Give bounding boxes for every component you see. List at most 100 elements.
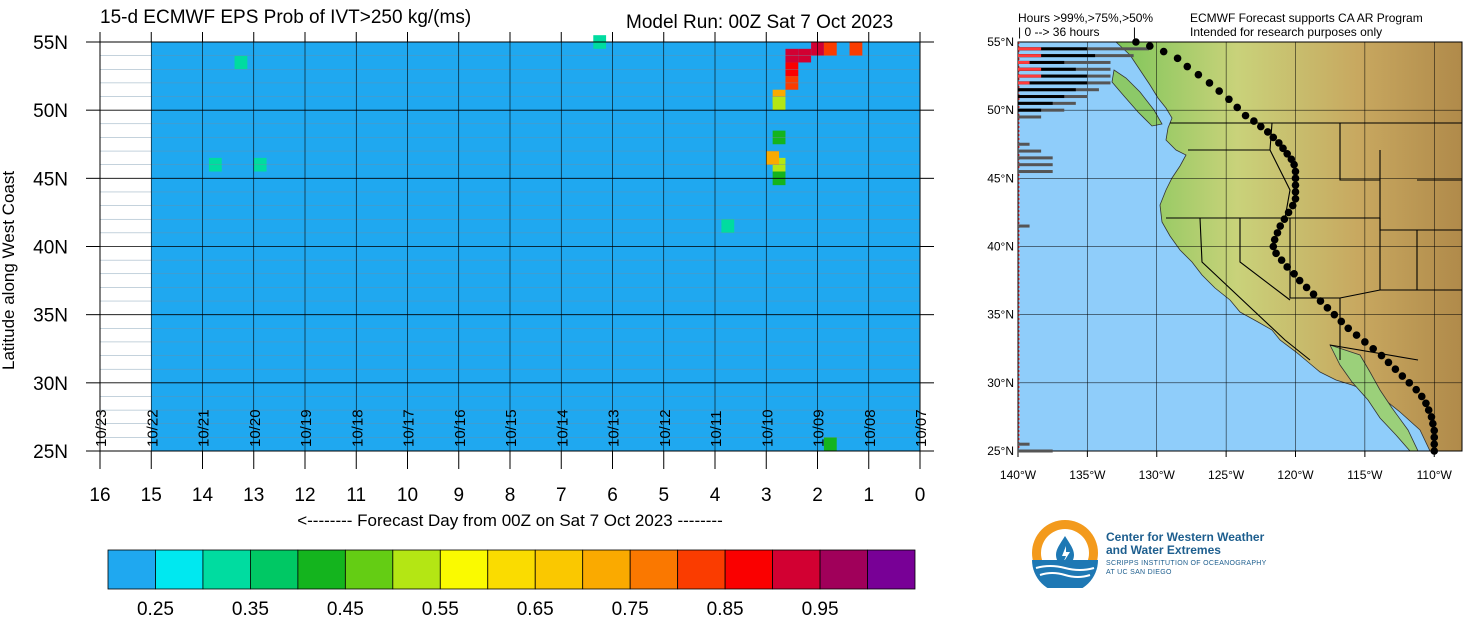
transect-dot — [1429, 419, 1437, 428]
colorbar-label: 0.65 — [517, 599, 554, 620]
colorbar-label: 0.55 — [422, 599, 459, 620]
date-label: 10/09 — [811, 409, 828, 447]
colorbar-swatch — [677, 549, 726, 590]
y-tick-label: 35N — [33, 306, 68, 327]
colorbar-swatch — [344, 549, 394, 590]
cw3e-logo-icon — [1032, 520, 1098, 588]
transect-dot — [1361, 338, 1369, 346]
x-tick-label: 9 — [453, 485, 464, 506]
colorbar-swatch — [487, 549, 536, 590]
x-tick-label: 6 — [607, 485, 618, 506]
hours-bar-75 — [1018, 60, 1065, 64]
hours-bar-75 — [1018, 54, 1096, 58]
map-hours-title: Hours >99%,>75%,>50% — [1018, 11, 1154, 25]
x-tick-label: 10 — [397, 485, 418, 506]
transect-dot — [1377, 351, 1386, 360]
y-tick-label: 55N — [33, 33, 68, 54]
map-lat-label: 40°N — [987, 240, 1014, 254]
transect-dot — [1290, 269, 1298, 278]
hours-bar-50 — [1018, 224, 1030, 228]
colorbar-swatch — [439, 549, 489, 590]
transect-dot — [1291, 194, 1300, 203]
transect-dot — [1277, 256, 1286, 264]
map-lat-label: 25°N — [987, 444, 1014, 458]
transect-dot — [1427, 413, 1436, 421]
hours-bar-99 — [1018, 47, 1042, 51]
hours-bar-99 — [1018, 74, 1042, 78]
map-lon-label: 125°W — [1208, 468, 1245, 482]
baja-peninsula — [1329, 344, 1419, 451]
y-tick-label: 45N — [33, 169, 68, 190]
transect-dot — [1417, 392, 1426, 401]
hours-bar-75 — [1018, 74, 1088, 78]
hours-bar-50 — [1018, 449, 1053, 453]
transect-dot — [1291, 167, 1300, 176]
map-lon-label: 115°W — [1347, 468, 1383, 482]
transect-dot — [1398, 372, 1407, 380]
transect-dot — [1405, 379, 1414, 387]
transect-dot — [1330, 310, 1339, 319]
date-label: 10/19 — [298, 409, 315, 447]
colorbar-label: 0.75 — [612, 599, 649, 620]
transect-dot — [1272, 249, 1280, 258]
transect-dot — [1344, 324, 1353, 333]
hours-bar-99 — [1018, 81, 1030, 85]
colorbar: 0.25 0.35 0.45 0.55 0.65 0.75 0.85 0.95 — [107, 549, 916, 620]
x-tick-label: 15 — [141, 485, 162, 506]
x-tick-label: 5 — [658, 485, 669, 506]
map-disclaimer: ECMWF Forecast supports CA AR Program In… — [1190, 11, 1423, 39]
date-label: 10/15 — [503, 409, 520, 447]
hours-bar-50 — [1018, 170, 1053, 174]
x-tick-label: 1 — [863, 485, 874, 506]
hours-bar-50 — [1018, 163, 1053, 167]
transect-dot — [1284, 208, 1293, 217]
transect-dot — [1275, 139, 1283, 147]
transect-dot — [1424, 406, 1433, 414]
hours-bar-75 — [1018, 88, 1076, 92]
transect-dot — [1257, 122, 1265, 131]
x-tick-label: 11 — [346, 485, 366, 506]
transect-dot — [1288, 201, 1297, 210]
hours-bar-75 — [1018, 81, 1088, 85]
date-label: 10/12 — [657, 409, 674, 447]
y-axis-ticks: 25N 30N 35N 40N 45N 50N 55N — [33, 33, 934, 463]
date-label: 10/10 — [759, 409, 776, 447]
map-hours-range: | 0 --> 36 hours | — [1018, 25, 1136, 39]
x-axis-label: <-------- Forecast Day from 00Z on Sat 7… — [297, 511, 723, 530]
transect-dot — [1302, 283, 1311, 292]
transect-dot — [1273, 229, 1282, 237]
chart-title: 15-d ECMWF EPS Prob of IVT>250 kg/(ms) — [100, 7, 472, 28]
colorbar-label: 0.45 — [327, 599, 364, 620]
map-hours-header: Hours >99%,>75%,>50% | 0 --> 36 hours | — [1018, 11, 1153, 39]
model-run-label: Model Run: 00Z Sat 7 Oct 2023 — [626, 12, 894, 33]
heatmap-cell — [721, 219, 735, 233]
transect-dot — [1194, 70, 1203, 79]
transect-dot — [1283, 263, 1291, 271]
x-tick-label: 0 — [915, 485, 926, 506]
colorbar-swatch — [582, 549, 631, 590]
heatmap-cell — [234, 55, 248, 70]
map-lon-label: 120°W — [1277, 468, 1314, 482]
x-tick-label: 16 — [89, 485, 110, 506]
transect-dot — [1205, 79, 1214, 87]
heatmap-cell — [772, 96, 786, 111]
transect-dot — [1323, 304, 1332, 312]
date-label: 10/11 — [708, 411, 725, 447]
y-axis-label: Latitude along West Coast — [0, 171, 18, 370]
date-label: 10/16 — [452, 409, 469, 447]
cw3e-logo-text: Center for Western Weather and Water Ext… — [1106, 531, 1267, 577]
colorbar-swatch — [819, 549, 868, 590]
y-tick-label: 30N — [33, 374, 68, 395]
coastline-transect-dots — [1132, 38, 1439, 455]
colorbar-label: 0.35 — [232, 599, 269, 620]
transect-dot — [1337, 317, 1346, 326]
colorbar-swatch — [297, 549, 346, 590]
transect-dot — [1279, 144, 1287, 153]
map-lat-label: 50°N — [987, 103, 1014, 117]
transect-dot — [1430, 433, 1439, 442]
transect-dot — [1159, 47, 1168, 56]
colorbar-label: 0.25 — [137, 599, 174, 620]
x-tick-label: 12 — [294, 485, 315, 506]
transect-dot — [1412, 385, 1421, 394]
transect-dot — [1241, 111, 1250, 120]
